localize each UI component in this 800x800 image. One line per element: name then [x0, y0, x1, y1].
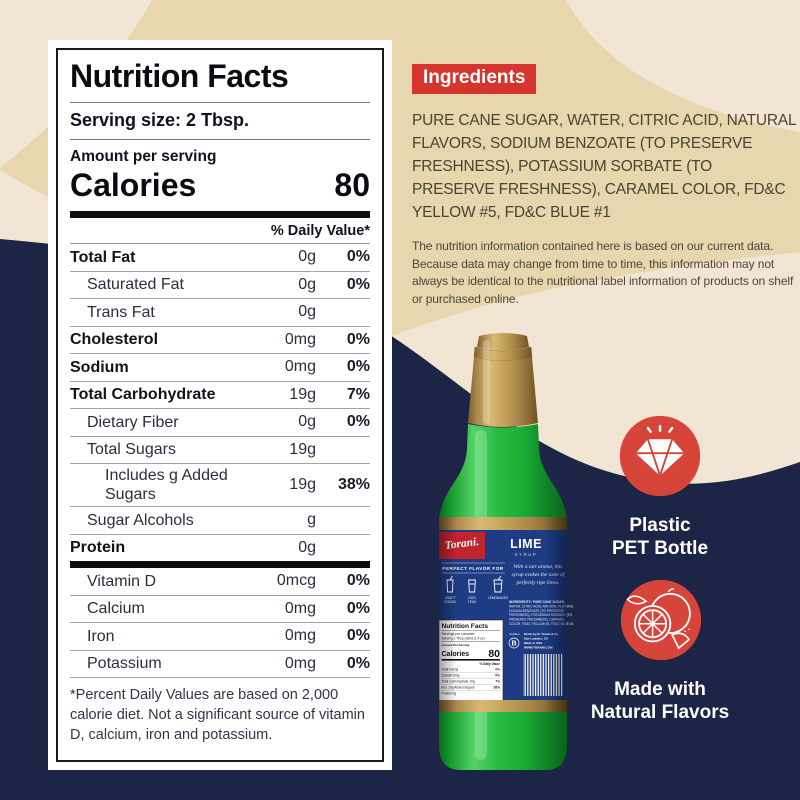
- label-shading: [439, 517, 567, 712]
- nutrient-row: Protein 0g: [70, 535, 370, 562]
- diamond-icon: [635, 424, 685, 476]
- vitamin-percent: 0%: [346, 627, 370, 645]
- nutrient-amount: 19g: [289, 385, 316, 403]
- nutrient-amount: 0g: [298, 248, 316, 266]
- nutrient-name: Sodium: [70, 358, 129, 376]
- nutrient-amount: 0g: [298, 303, 316, 321]
- nutrient-amount: 0g: [298, 538, 316, 556]
- nutrient-row: Total Sugars 19g: [70, 437, 370, 464]
- gold-cap: [468, 333, 538, 427]
- vitamin-percent: 0%: [346, 599, 370, 617]
- nutrient-row: Includes g Added Sugars 19g 38%: [70, 464, 370, 507]
- vitamin-name: Vitamin D: [87, 572, 157, 590]
- natural-flavors-label: Made with Natural Flavors: [590, 679, 730, 723]
- nutrient-name: Saturated Fat: [87, 276, 184, 294]
- nutrient-row: Trans Fat 0g: [70, 299, 370, 327]
- nutrient-row: Cholesterol 0mg 0%: [70, 327, 370, 354]
- nutrient-amount: 0mg: [284, 330, 316, 348]
- nutrient-percent: 38%: [337, 476, 370, 493]
- vitamin-row: Potassium 0mg 0%: [70, 651, 370, 678]
- calories-row: Calories 80: [70, 166, 370, 211]
- nutrient-percent: 0%: [346, 330, 370, 348]
- vitamin-amount: 0mg: [284, 654, 316, 672]
- ingredients-section: Ingredients PURE CANE SUGAR, WATER, CITR…: [412, 64, 796, 308]
- vitamin-amount: 0mg: [284, 599, 316, 617]
- nutrient-percent: 7%: [346, 385, 370, 403]
- nutrient-row: Sodium 0mg 0%: [70, 354, 370, 382]
- nutrient-name: Trans Fat: [87, 303, 155, 321]
- ingredients-text: PURE CANE SUGAR, WATER, CITRIC ACID, NAT…: [412, 112, 796, 221]
- syrup-bottle-image: Torani. LIME SYRUP PERFECT FLAVOR FOR CR…: [438, 333, 574, 770]
- nutrient-name: Sugar Alcohols: [87, 511, 194, 529]
- pet-bottle-label: Plastic PET Bottle: [611, 515, 709, 559]
- nutrient-name: Dietary Fiber: [87, 413, 179, 431]
- vitamin-amount: 0mg: [284, 627, 316, 645]
- nutrient-rows: Total Fat 0g 0% Saturated Fat 0g 0% Tran…: [70, 244, 370, 561]
- nutrient-percent: 0%: [346, 413, 370, 431]
- daily-value-footnote: *Percent Daily Values are based on 2,000…: [70, 687, 365, 743]
- vitamin-row: Calcium 0mg 0%: [70, 596, 370, 623]
- nutrient-name: Cholesterol: [70, 331, 159, 349]
- nutrition-facts-title: Nutrition Facts: [70, 56, 370, 103]
- nutrient-amount: g: [307, 511, 316, 529]
- nutrient-row: Total Carbohydrate 19g 7%: [70, 382, 370, 409]
- nutrient-name: Includes g Added Sugars: [105, 467, 228, 503]
- serving-size: Serving size: 2 Tbsp.: [70, 103, 370, 140]
- vitamin-percent: 0%: [346, 572, 370, 590]
- nutrient-amount: 0mg: [284, 358, 316, 376]
- nutrition-facts-border: Nutrition Facts Serving size: 2 Tbsp. Am…: [56, 48, 384, 762]
- nutrient-row: Dietary Fiber 0g 0%: [70, 409, 370, 437]
- vitamin-amount: 0mcg: [276, 572, 316, 590]
- nutrient-name: Protein: [70, 539, 126, 557]
- thick-divider: [70, 211, 370, 218]
- vitamin-name: Potassium: [87, 655, 162, 673]
- nutrient-amount: 0g: [298, 413, 316, 431]
- calories-label: Calories: [70, 167, 197, 203]
- vitamin-name: Iron: [87, 627, 115, 645]
- nutrient-row: Sugar Alcohols g: [70, 507, 370, 535]
- nutrient-percent: 0%: [346, 248, 370, 266]
- nutrient-percent: 0%: [346, 358, 370, 376]
- citrus-icon: [626, 588, 691, 650]
- vitamin-rows: Vitamin D 0mcg 0% Calcium 0mg 0% Iron 0m…: [70, 568, 370, 678]
- pet-bottle-icon: [619, 415, 701, 497]
- nutrition-facts-card: Nutrition Facts Serving size: 2 Tbsp. Am…: [48, 40, 392, 770]
- vitamin-row: Vitamin D 0mcg 0%: [70, 568, 370, 596]
- nutrient-amount: 19g: [289, 440, 316, 458]
- nutrient-name: Total Fat: [70, 248, 136, 266]
- daily-value-header: % Daily Value*: [70, 218, 370, 244]
- nutrient-row: Saturated Fat 0g 0%: [70, 272, 370, 299]
- thick-divider-2: [70, 561, 370, 568]
- natural-flavors-icon: [620, 579, 702, 661]
- nutrient-amount: 19g: [289, 476, 316, 493]
- ingredients-badge: Ingredients: [412, 64, 537, 94]
- vitamin-percent: 0%: [346, 654, 370, 672]
- nutrient-amount: 0g: [298, 275, 316, 293]
- calories-value: 80: [334, 167, 370, 203]
- vitamin-name: Calcium: [87, 600, 145, 618]
- nutrient-name: Total Carbohydrate: [70, 386, 216, 404]
- amount-per-serving: Amount per serving: [70, 148, 217, 165]
- nutrition-disclaimer: The nutrition information contained here…: [412, 239, 794, 306]
- nutrient-name: Total Sugars: [87, 441, 176, 459]
- nutrient-row: Total Fat 0g 0%: [70, 244, 370, 272]
- nutrient-percent: 0%: [346, 275, 370, 293]
- vitamin-row: Iron 0mg 0%: [70, 623, 370, 651]
